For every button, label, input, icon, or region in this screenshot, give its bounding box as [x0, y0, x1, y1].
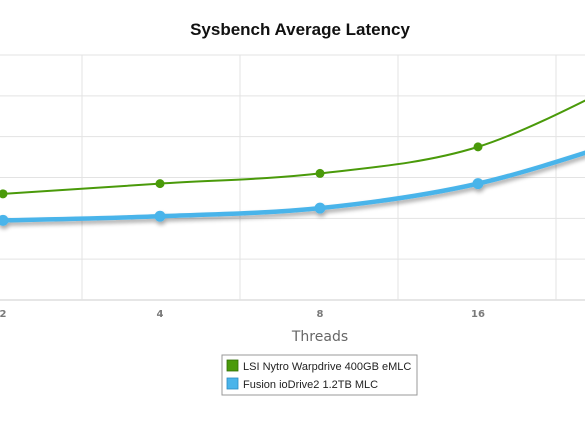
- x-tick-labels: 2481632: [0, 309, 485, 320]
- data-point: [154, 210, 166, 222]
- legend-label-fusion: Fusion ioDrive2 1.2TB MLC: [243, 379, 378, 391]
- series-line: [2, 99, 585, 195]
- legend-box: [221, 354, 418, 396]
- x-tick-label: 16: [471, 309, 485, 320]
- data-point: [314, 202, 326, 214]
- chart-title: Sysbench Average Latency: [190, 20, 410, 39]
- x-tick-label: 4: [157, 309, 164, 320]
- series-0: [0, 99, 585, 199]
- data-point: [0, 189, 8, 199]
- legend: LSI Nytro Warpdrive 400GB eMLC Fusion io…: [221, 354, 418, 396]
- x-axis-title: Threads: [291, 329, 348, 345]
- data-point: [155, 179, 165, 189]
- series-1: [0, 150, 585, 226]
- legend-swatch-lsi: [226, 359, 239, 372]
- data-point: [0, 214, 9, 226]
- x-tick-label: 2: [0, 309, 7, 320]
- x-tick-label: 8: [317, 309, 324, 320]
- legend-swatch-fusion: [226, 377, 239, 390]
- series-line: [0, 150, 585, 223]
- data-point: [315, 168, 325, 178]
- legend-label-lsi: LSI Nytro Warpdrive 400GB eMLC: [243, 361, 411, 373]
- data-point: [472, 178, 484, 190]
- series-layer: [0, 99, 585, 226]
- data-point: [473, 142, 483, 152]
